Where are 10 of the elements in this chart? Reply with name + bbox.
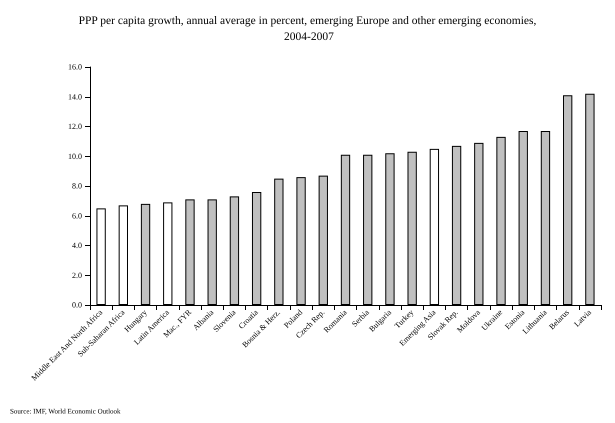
y-tick-label: 10.0: [68, 152, 82, 161]
y-tick-label: 4.0: [72, 241, 82, 250]
y-tick-label: 16.0: [68, 62, 82, 72]
y-tick-label: 12.0: [68, 122, 82, 131]
y-tick-label: 0.0: [72, 300, 82, 310]
y-tick-label: 6.0: [72, 211, 82, 220]
chart-title: PPP per capita growth, annual average in percent, emerging Europe and other emerging economies, 2004-2007: [78, 15, 536, 43]
y-tick-label: 14.0: [68, 92, 82, 102]
y-tick-label: 2.0: [72, 270, 82, 280]
y-tick-label: 8.0: [72, 182, 82, 190]
